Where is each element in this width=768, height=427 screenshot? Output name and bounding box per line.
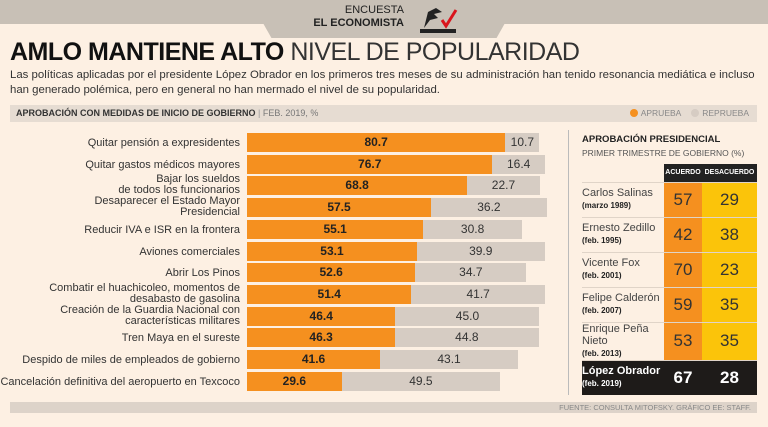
- bar-reprueba: 10.7: [505, 133, 540, 152]
- panel-title: APROBACIÓN PRESIDENCIAL: [582, 134, 721, 145]
- name: Enrique Peña Nieto: [582, 322, 649, 347]
- category-label: Bajar los sueldos de todos los funcionar…: [118, 173, 240, 197]
- bar-aprueba: 29.6: [247, 371, 342, 391]
- president-name: Vicente Fox (feb. 2001): [582, 251, 664, 287]
- category-label: Abrir Los Pinos: [165, 267, 240, 280]
- bar-reprueba: 41.7: [411, 284, 545, 304]
- bar-reprueba: 43.1: [380, 350, 519, 369]
- bar-reprueba: 34.7: [415, 263, 527, 283]
- category-label: Tren Maya en el sureste: [121, 332, 240, 345]
- desacuerdo-value: 35: [702, 321, 757, 360]
- president-row: López Obrador (feb. 2019) 67 28: [582, 359, 757, 395]
- date: (marzo 1989): [582, 201, 631, 210]
- legend-aprueba: APRUEBA: [640, 108, 681, 118]
- president-row: Felipe Calderón (feb. 2007) 59 35: [582, 286, 757, 322]
- desacuerdo-value: 29: [702, 181, 757, 217]
- category-label: Despido de miles de empleados de gobiern…: [22, 354, 240, 366]
- bar-aprueba: 57.5: [247, 198, 431, 218]
- president-name: Enrique Peña Nieto (feb. 2013): [582, 321, 664, 360]
- footer-source: FUENTE: CONSULTA MITOFSKY. GRÁFICO EE: S…: [10, 402, 757, 413]
- divider: [568, 130, 569, 395]
- legend: APRUEBA REPRUEBA: [622, 105, 749, 122]
- bar-aprueba: 80.7: [247, 133, 506, 152]
- desacuerdo-value: 23: [702, 251, 757, 287]
- bar-reprueba: 45.0: [395, 306, 540, 326]
- acuerdo-value: 67: [664, 359, 702, 395]
- subtitle: Las políticas aplicadas por el president…: [10, 69, 755, 96]
- category-label: Quitar pensión a expresidentes: [87, 137, 240, 149]
- bar-reprueba: 39.9: [416, 241, 545, 261]
- president-name: Carlos Salinas (marzo 1989): [582, 181, 664, 217]
- page-title: AMLO MANTIENE ALTO NIVEL DE POPULARIDAD: [10, 38, 580, 67]
- bar-aprueba: 55.1: [247, 219, 424, 239]
- bar-reprueba: 16.4: [492, 154, 545, 174]
- mitofsky-logo: [420, 8, 458, 33]
- desacuerdo-value: 38: [702, 216, 757, 252]
- bar-aprueba: 53.1: [247, 241, 417, 261]
- header-line2: EL ECONOMISTA: [313, 17, 404, 29]
- date: (feb. 2013): [582, 348, 622, 358]
- section-date: FEB. 2019, %: [262, 108, 319, 118]
- presidential-approval-panel: APROBACIÓN PRESIDENCIAL PRIMER TRIMESTRE…: [582, 134, 757, 395]
- desacuerdo-value: 35: [702, 286, 757, 322]
- president-row: Carlos Salinas (marzo 1989) 57 29: [582, 181, 757, 217]
- acuerdo-value: 42: [664, 216, 702, 252]
- date: (feb. 1995): [582, 236, 622, 245]
- bar-aprueba: 68.8: [247, 176, 468, 196]
- legend-reprueba: REPRUEBA: [702, 108, 749, 118]
- section-title: APROBACIÓN CON MEDIDAS DE INICIO DE GOBI…: [16, 108, 256, 118]
- bar-aprueba: 46.4: [247, 306, 396, 326]
- col-desacuerdo: DESACUERDO: [702, 164, 757, 182]
- desacuerdo-value: 28: [702, 359, 757, 395]
- title-bold: AMLO MANTIENE ALTO: [10, 38, 284, 66]
- president-row: Vicente Fox (feb. 2001) 70 23: [582, 251, 757, 287]
- name: Felipe Calderón: [582, 292, 660, 304]
- category-label: Combatir el huachicoleo, momentos de des…: [49, 281, 240, 305]
- approval-table: ACUERDO DESACUERDO Carlos Salinas (marzo 1…: [582, 164, 757, 395]
- bar-reprueba: 44.8: [395, 328, 539, 348]
- header-text: ENCUESTA EL ECONOMISTA: [300, 4, 404, 30]
- header-line1: ENCUESTA: [344, 4, 404, 16]
- bar-aprueba: 76.7: [247, 154, 493, 174]
- panel-subtitle: PRIMER TRIMESTRE DE GOBIERNO (%): [582, 148, 745, 158]
- president-row: Enrique Peña Nieto (feb. 2013) 53 35: [582, 321, 757, 360]
- bar-aprueba: 52.6: [247, 263, 416, 283]
- date: (feb. 2001): [582, 271, 622, 280]
- bar-reprueba: 49.5: [341, 371, 501, 391]
- name: Vicente Fox: [582, 257, 640, 269]
- president-name: López Obrador (feb. 2019): [582, 359, 664, 395]
- date: (feb. 2019): [582, 379, 622, 389]
- bar-aprueba: 51.4: [247, 284, 412, 304]
- bar-reprueba: 30.8: [423, 219, 522, 239]
- name: López Obrador: [582, 365, 661, 378]
- col-acuerdo: ACUERDO: [664, 164, 702, 182]
- bar-aprueba: 41.6: [247, 350, 381, 369]
- acuerdo-value: 57: [664, 181, 702, 217]
- category-label: Quitar gastos médicos mayores: [85, 158, 240, 171]
- acuerdo-value: 53: [664, 321, 702, 360]
- name: Ernesto Zedillo: [582, 222, 656, 234]
- category-label: Aviones comerciales: [139, 245, 240, 258]
- legend-reprueba-swatch: [691, 109, 700, 117]
- bar-chart: Quitar pensión a expresidentes 80.7 10.7 Qu…: [0, 130, 570, 395]
- acuerdo-value: 59: [664, 286, 702, 322]
- bar-reprueba: 22.7: [467, 176, 540, 196]
- bar-reprueba: 36.2: [431, 198, 547, 218]
- category-label: Desaparecer el Estado Mayor Presidencial: [94, 195, 240, 219]
- date: (feb. 2007): [582, 306, 622, 315]
- category-label: Reducir IVA e ISR en la frontera: [84, 223, 240, 236]
- acuerdo-value: 70: [664, 251, 702, 287]
- category-label: Cancelación definitiva del aeropuerto en…: [0, 375, 240, 388]
- president-name: Felipe Calderón (feb. 2007): [582, 286, 664, 322]
- bar-aprueba: 46.3: [247, 328, 396, 348]
- name: Carlos Salinas: [582, 187, 653, 199]
- header-tab: [250, 0, 518, 38]
- legend-aprueba-swatch: [629, 109, 638, 117]
- category-label: Creación de la Guardia Nacional con cara…: [60, 303, 240, 327]
- president-row: Ernesto Zedillo (feb. 1995) 42 38: [582, 216, 757, 252]
- title-light: NIVEL DE POPULARIDAD: [290, 38, 580, 66]
- section-bar: APROBACIÓN CON MEDIDAS DE INICIO DE GOBI…: [10, 105, 757, 122]
- president-name: Ernesto Zedillo (feb. 1995): [582, 216, 664, 252]
